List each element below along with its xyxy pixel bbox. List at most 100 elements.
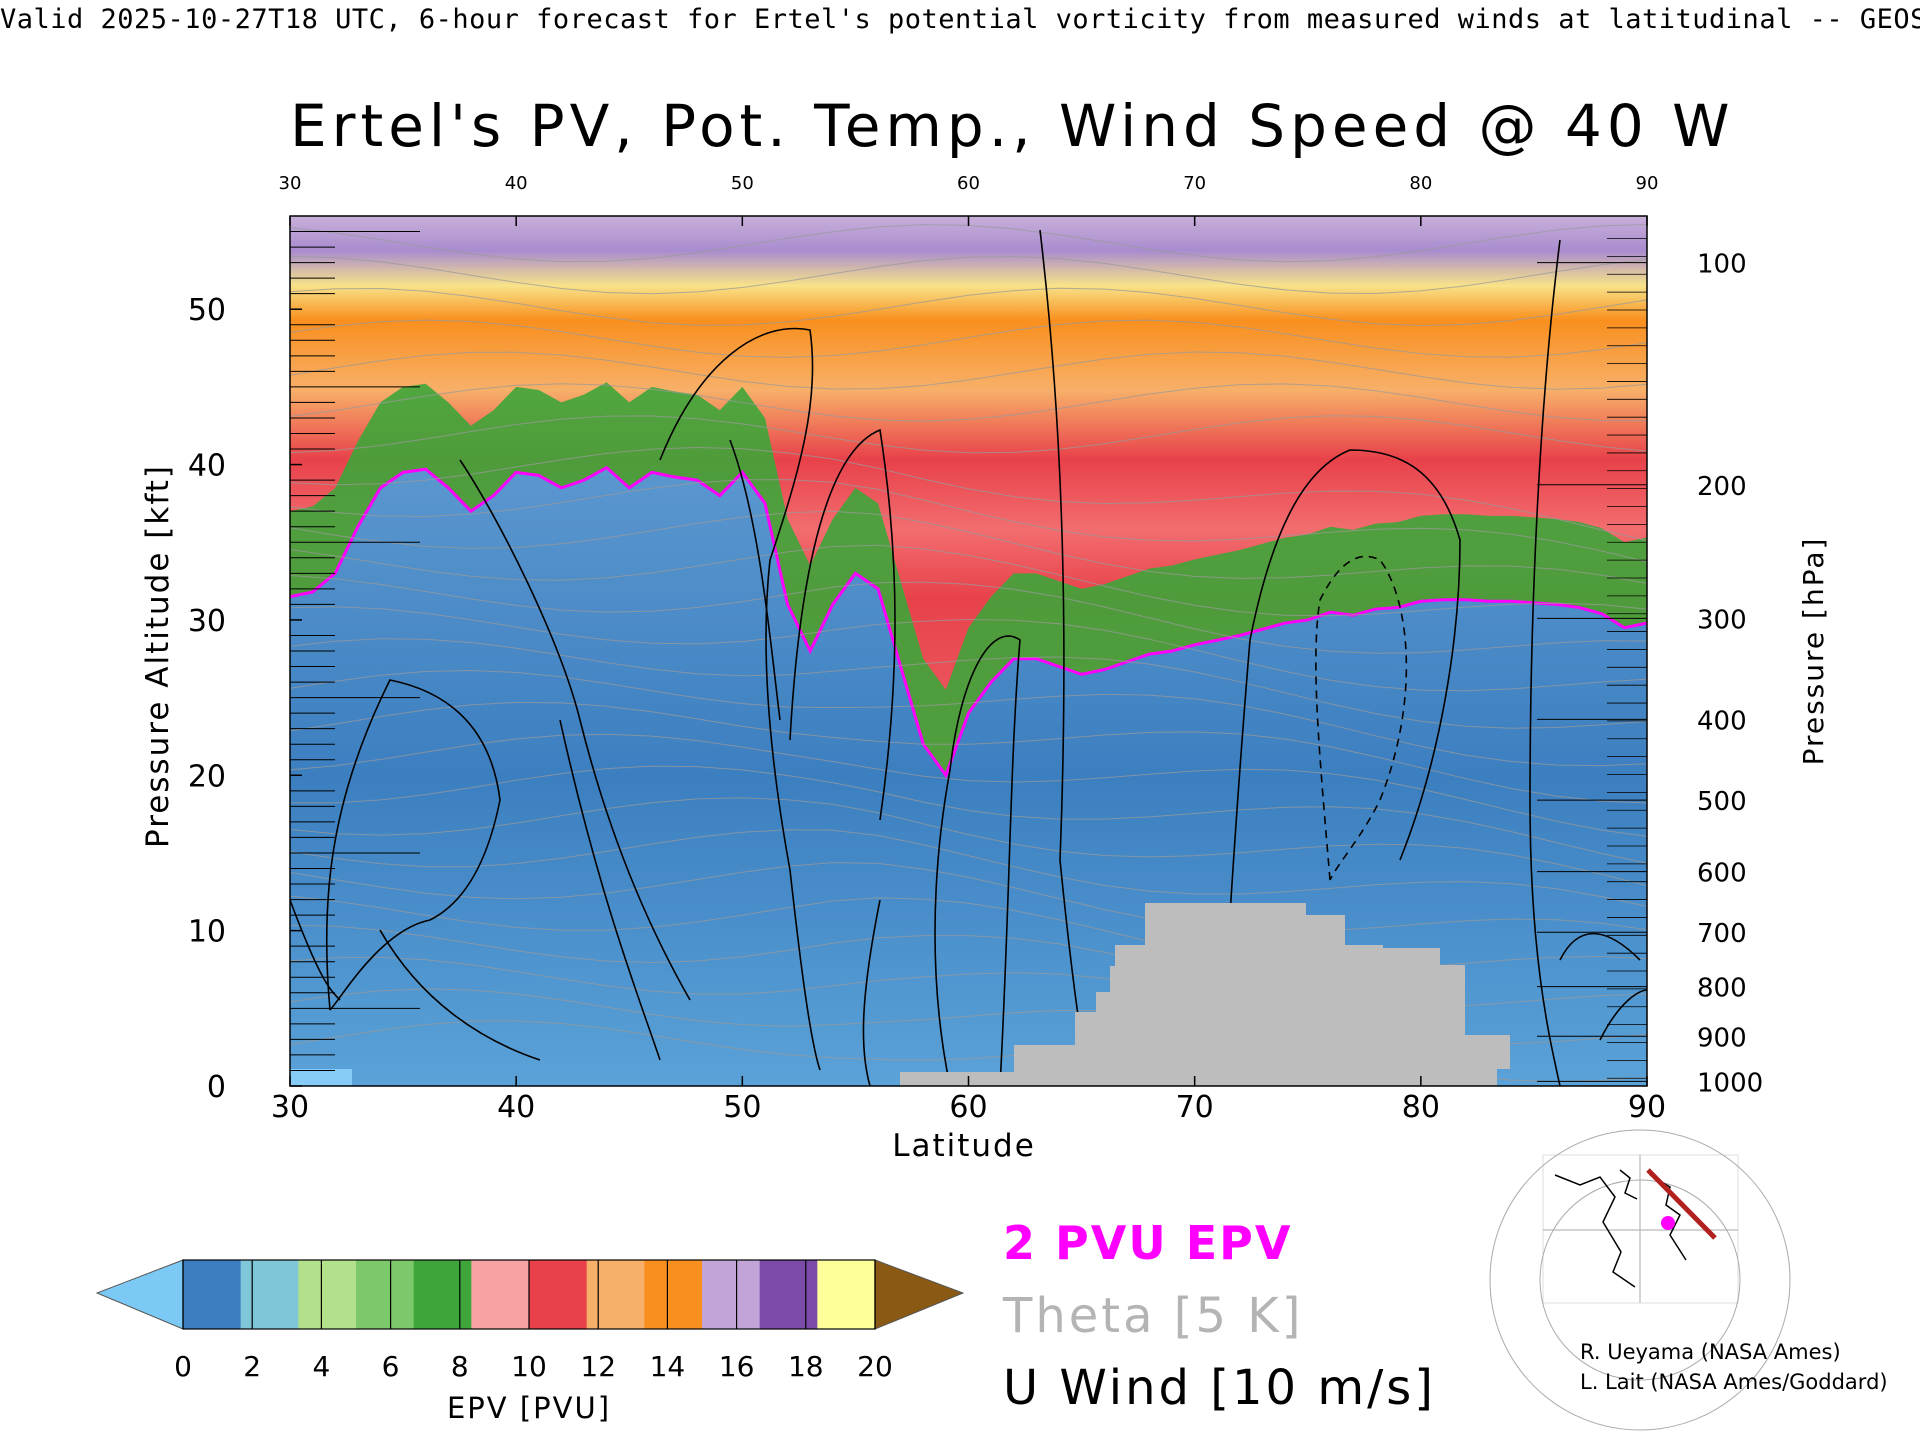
theta-contour-line bbox=[290, 829, 1647, 907]
theta-contour-line bbox=[290, 510, 1647, 584]
colorbar-tick-label: 12 bbox=[580, 1350, 616, 1383]
x-top-tick-label: 40 bbox=[505, 173, 528, 194]
colorbar-high-extension bbox=[874, 1259, 965, 1330]
theta-contour-line bbox=[290, 765, 1647, 864]
colorbar-segment bbox=[413, 1260, 472, 1329]
inset-location-map bbox=[1489, 1129, 1791, 1431]
theta-contour-line bbox=[290, 797, 1647, 887]
theta-contour-line bbox=[290, 638, 1647, 729]
x-tick-label: 70 bbox=[1176, 1090, 1214, 1125]
pressure-tick-label: 600 bbox=[1697, 859, 1747, 889]
theta-contour-line bbox=[290, 733, 1647, 837]
legend-2pvu: 2 PVU EPV bbox=[1003, 1216, 1293, 1270]
u-wind-contours bbox=[290, 229, 1647, 1086]
colorbar-segment bbox=[759, 1260, 818, 1329]
credit-line-1: R. Ueyama (NASA Ames) bbox=[1580, 1340, 1841, 1364]
x-tick-label: 90 bbox=[1628, 1090, 1666, 1125]
surface-light-blue-left bbox=[290, 1069, 352, 1086]
valid-time-header: Valid 2025-10-27T18 UTC, 6-hour forecast… bbox=[0, 4, 1920, 35]
cross-section-track bbox=[1646, 1168, 1717, 1240]
colorbar-frame bbox=[182, 1259, 876, 1330]
theta-contour-line bbox=[290, 544, 1647, 617]
u-wind-contour-line bbox=[290, 899, 341, 1001]
x-tick-label: 30 bbox=[271, 1090, 309, 1125]
theta-contour-line bbox=[290, 287, 1647, 327]
pressure-tick-label: 200 bbox=[1697, 472, 1747, 502]
theta-contour-line bbox=[290, 701, 1647, 804]
colorbar-segment bbox=[298, 1260, 357, 1329]
colorbar-segment bbox=[240, 1260, 299, 1329]
colorbar-low-extension bbox=[95, 1259, 184, 1330]
u-wind-contour-line bbox=[1039, 229, 1091, 1086]
x-tick-label: 60 bbox=[949, 1090, 987, 1125]
colorbar-segment bbox=[529, 1260, 588, 1329]
credit-line-2: L. Lait (NASA Ames/Goddard) bbox=[1580, 1370, 1888, 1394]
colorbar-tick-label: 6 bbox=[382, 1350, 400, 1383]
theta-contour-line bbox=[290, 255, 1647, 295]
pressure-tick-label: 1000 bbox=[1697, 1068, 1763, 1098]
coastline-icon bbox=[1554, 1169, 1687, 1288]
y-axis-pressure: 100 200 300 400 500 600 700 800 900 1000 bbox=[1537, 238, 1763, 1098]
2pvu-contour bbox=[290, 465, 1647, 779]
theta-contour-line bbox=[290, 669, 1647, 767]
green-pv-band bbox=[290, 382, 1647, 776]
theta-contour-line bbox=[290, 319, 1647, 358]
pressure-tick-label: 500 bbox=[1697, 787, 1747, 817]
x-top-tick-label: 90 bbox=[1636, 173, 1659, 194]
theta-contour-line bbox=[290, 446, 1647, 542]
y-axis-label: Pressure Altitude [kft] bbox=[140, 464, 176, 848]
x-top-tick-label: 60 bbox=[957, 173, 980, 194]
u-wind-contour-line bbox=[379, 929, 541, 1061]
colorbar-tick-label: 0 bbox=[174, 1350, 192, 1383]
plot-title: Ertel's PV, Pot. Temp., Wind Speed @ 40 … bbox=[290, 92, 1735, 160]
colorbar-tick-label: 18 bbox=[788, 1350, 824, 1383]
x-axis-top: 30 40 50 60 70 80 90 bbox=[279, 173, 1659, 226]
u-wind-contour-line bbox=[1559, 932, 1641, 961]
x-top-tick-label: 30 bbox=[279, 173, 302, 194]
y-tick-label: 30 bbox=[188, 604, 226, 639]
colorbar-tick-label: 16 bbox=[719, 1350, 755, 1383]
theta-contour-line bbox=[290, 1020, 1401, 1086]
y-tick-label: 20 bbox=[188, 759, 226, 794]
u-wind-contour-line bbox=[325, 679, 501, 1011]
u-wind-contour-line bbox=[1315, 555, 1408, 881]
y-axis-altitude: 0 10 20 30 40 50 bbox=[188, 231, 420, 1105]
u-wind-contour-line bbox=[934, 635, 1021, 1086]
u-wind-contour-line bbox=[1219, 449, 1461, 1086]
x-axis-label: Latitude bbox=[892, 1128, 1036, 1164]
pressure-tick-label: 400 bbox=[1697, 706, 1747, 736]
u-wind-contour-line bbox=[559, 719, 661, 1061]
colorbar-tick-label: 14 bbox=[650, 1350, 686, 1383]
legend-u-wind: U Wind [10 m/s] bbox=[1003, 1360, 1437, 1416]
theta-contour-line bbox=[290, 383, 1647, 422]
pressure-tick-label: 300 bbox=[1697, 605, 1747, 635]
colorbar-segment bbox=[644, 1260, 703, 1329]
colorbar-tick-label: 2 bbox=[243, 1350, 261, 1383]
x-top-tick-label: 50 bbox=[731, 173, 754, 194]
theta-contour-line bbox=[290, 351, 1647, 390]
y-tick-label: 50 bbox=[188, 293, 226, 328]
theta-contour-line bbox=[290, 415, 1647, 454]
y-tick-label: 40 bbox=[188, 449, 226, 484]
terrain-mask bbox=[900, 903, 1510, 1086]
colorbar-tick-label: 20 bbox=[857, 1350, 893, 1383]
theta-contour-line bbox=[290, 479, 1647, 563]
pressure-tick-label: 800 bbox=[1697, 974, 1747, 1004]
theta-contour-line bbox=[290, 575, 1647, 654]
x-tick-label: 80 bbox=[1402, 1090, 1440, 1125]
colorbar-tick-label: 4 bbox=[312, 1350, 330, 1383]
theta-contour-line bbox=[290, 862, 1647, 933]
epv-colorbar: 0 2 4 6 8 10 12 14 16 18 20 EPV [PVU] bbox=[95, 1259, 965, 1425]
pressure-tick-label: 900 bbox=[1697, 1023, 1747, 1053]
colorbar-tick-label: 8 bbox=[451, 1350, 469, 1383]
pressure-tick-label: 100 bbox=[1697, 250, 1747, 280]
u-wind-contour-line bbox=[459, 459, 691, 1001]
u-wind-contour-line bbox=[729, 439, 781, 721]
location-marker-icon bbox=[1661, 1216, 1675, 1230]
pressure-tick-label: 700 bbox=[1697, 919, 1747, 949]
colorbar-tick-label: 10 bbox=[511, 1350, 547, 1383]
u-wind-contour-line bbox=[862, 899, 881, 1086]
x-top-tick-label: 70 bbox=[1183, 173, 1206, 194]
colorbar-segment bbox=[702, 1260, 761, 1329]
